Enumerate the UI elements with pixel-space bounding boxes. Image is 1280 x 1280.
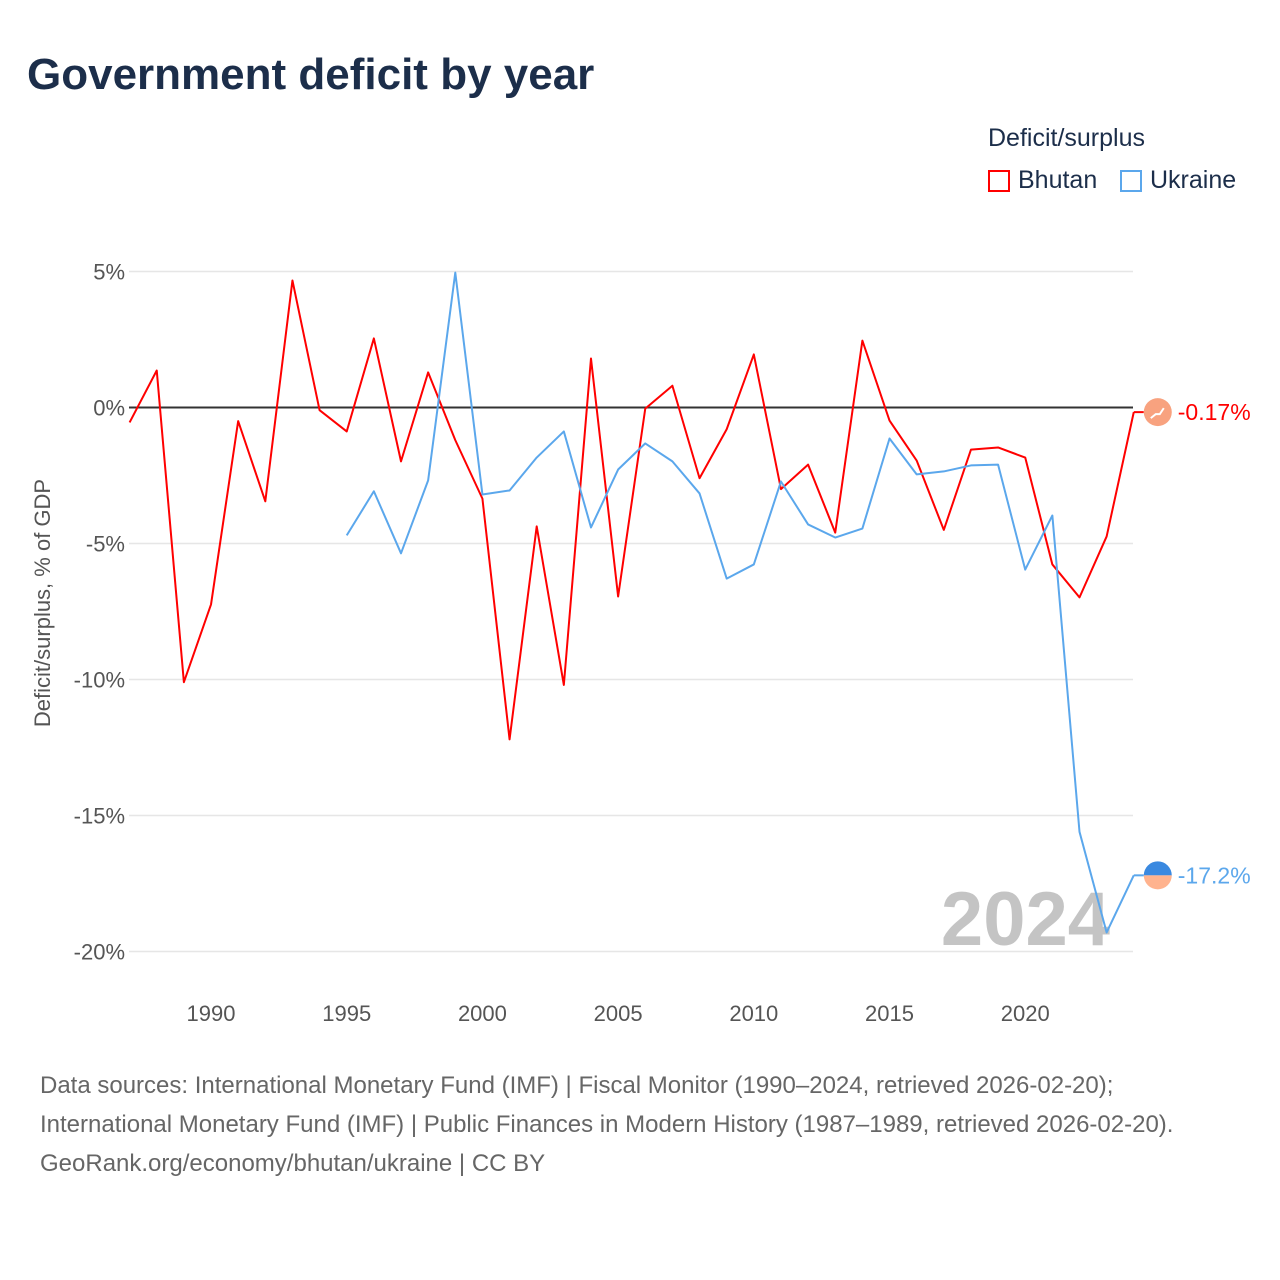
data-point-bhutan	[697, 476, 702, 481]
data-point-bhutan	[724, 427, 729, 432]
end-value-label-bhutan: -0.17%	[1178, 399, 1251, 425]
legend-label: Ukraine	[1150, 166, 1237, 194]
data-point-bhutan	[344, 429, 349, 434]
y-tick-label: 5%	[93, 260, 125, 285]
legend-swatch-bhutan	[988, 169, 1010, 192]
chart-title: Government deficit by year	[27, 50, 595, 99]
footer: Data sources: International Monetary Fun…	[40, 1066, 1240, 1183]
y-tick-label: -20%	[74, 940, 125, 965]
data-point-bhutan	[236, 419, 241, 424]
data-point-bhutan	[751, 352, 756, 357]
data-point-bhutan	[588, 356, 593, 361]
legend-label: Bhutan	[1018, 166, 1098, 194]
legend-item-ukraine[interactable]: Ukraine	[1120, 166, 1236, 195]
series-line-bhutan	[128, 279, 1135, 741]
data-point-bhutan	[1050, 562, 1055, 567]
data-point-bhutan	[941, 527, 946, 532]
data-point-bhutan	[887, 418, 892, 423]
data-point-bhutan	[914, 458, 919, 463]
data-point-ukraine	[643, 441, 648, 446]
x-tick-label: 1995	[322, 1001, 371, 1026]
ukraine-flag-icon-lower	[1143, 875, 1172, 890]
data-point-ukraine	[833, 535, 838, 540]
data-point-bhutan	[534, 524, 539, 529]
x-tick-label: 1990	[187, 1001, 236, 1026]
y-axis-label: Deficit/surplus, % of GDP	[30, 479, 55, 727]
data-point-bhutan	[996, 445, 1001, 450]
data-point-ukraine	[996, 462, 1001, 467]
y-tick-label: -15%	[74, 804, 125, 829]
data-point-bhutan	[371, 336, 376, 341]
data-point-ukraine	[561, 429, 566, 434]
year-watermark: 2024	[941, 877, 1110, 962]
y-tick-label: 0%	[93, 396, 125, 421]
end-value-label-ukraine: -17.2%	[1178, 862, 1251, 888]
series-line-ukraine	[345, 271, 1135, 934]
data-point-ukraine	[1104, 930, 1109, 935]
data-point-ukraine	[724, 576, 729, 581]
data-point-ukraine	[941, 469, 946, 474]
data-point-bhutan	[860, 338, 865, 343]
data-point-ukraine	[426, 478, 431, 483]
data-point-ukraine	[806, 522, 811, 527]
data-point-bhutan	[263, 499, 268, 504]
data-point-bhutan	[399, 459, 404, 464]
data-point-ukraine	[751, 562, 756, 567]
data-point-ukraine	[344, 533, 349, 538]
data-sources: Data sources: International Monetary Fun…	[40, 1072, 1174, 1138]
data-point-ukraine	[697, 491, 702, 496]
data-point-bhutan	[670, 383, 675, 388]
x-tick-label: 2015	[865, 1001, 914, 1026]
data-point-ukraine	[588, 525, 593, 530]
data-point-bhutan	[968, 447, 973, 452]
data-point-ukraine	[507, 488, 512, 493]
data-point-bhutan	[209, 602, 214, 607]
data-point-ukraine	[968, 463, 973, 468]
data-point-ukraine	[534, 455, 539, 460]
data-point-bhutan	[453, 438, 458, 443]
y-tick-label: -5%	[86, 532, 125, 557]
legend-swatch-ukraine	[1120, 169, 1142, 192]
y-tick-label: -10%	[74, 668, 125, 693]
bhutan-flag-dragon	[1150, 407, 1165, 419]
data-point-ukraine	[1077, 829, 1082, 834]
x-tick-label: 2020	[1001, 1001, 1050, 1026]
data-point-ukraine	[914, 472, 919, 477]
data-point-bhutan	[1023, 455, 1028, 460]
data-point-ukraine	[860, 526, 865, 531]
line-chart: 5% 0% -5% -10% -15% -20% 1990 1995 2000 2005 2010 2…	[30, 260, 1251, 1027]
data-point-bhutan	[290, 278, 295, 283]
data-point-bhutan	[833, 530, 838, 535]
data-point-bhutan	[317, 408, 322, 413]
data-point-ukraine	[371, 489, 376, 494]
legend-item-bhutan[interactable]: Bhutan	[988, 166, 1097, 195]
data-point-ukraine	[1023, 567, 1028, 572]
data-point-bhutan	[561, 682, 566, 687]
data-point-bhutan	[643, 406, 648, 411]
credit-link[interactable]: GeoRank.org/economy/bhutan/ukraine | CC …	[40, 1150, 546, 1177]
data-point-bhutan	[507, 737, 512, 742]
legend-title: Deficit/surplus	[988, 124, 1145, 152]
data-point-bhutan	[181, 680, 186, 685]
x-tick-label: 2000	[458, 1001, 507, 1026]
data-point-ukraine	[616, 467, 621, 472]
data-point-bhutan	[806, 462, 811, 467]
data-point-bhutan	[127, 420, 132, 425]
data-point-ukraine	[480, 492, 485, 497]
data-point-ukraine	[453, 270, 458, 275]
bhutan-flag-icon	[1143, 398, 1172, 427]
data-point-bhutan	[426, 370, 431, 375]
data-point-ukraine	[399, 551, 404, 556]
data-point-bhutan	[616, 594, 621, 599]
data-point-ukraine	[1050, 513, 1055, 518]
data-point-ukraine	[670, 459, 675, 464]
x-tick-label: 2010	[729, 1001, 778, 1026]
ukraine-flag-icon	[1143, 861, 1172, 876]
data-point-bhutan	[1104, 534, 1109, 539]
data-point-bhutan	[1077, 595, 1082, 600]
x-tick-label: 2005	[594, 1001, 643, 1026]
data-point-ukraine	[887, 436, 892, 441]
data-point-bhutan	[154, 368, 159, 373]
data-point-ukraine	[778, 479, 783, 484]
